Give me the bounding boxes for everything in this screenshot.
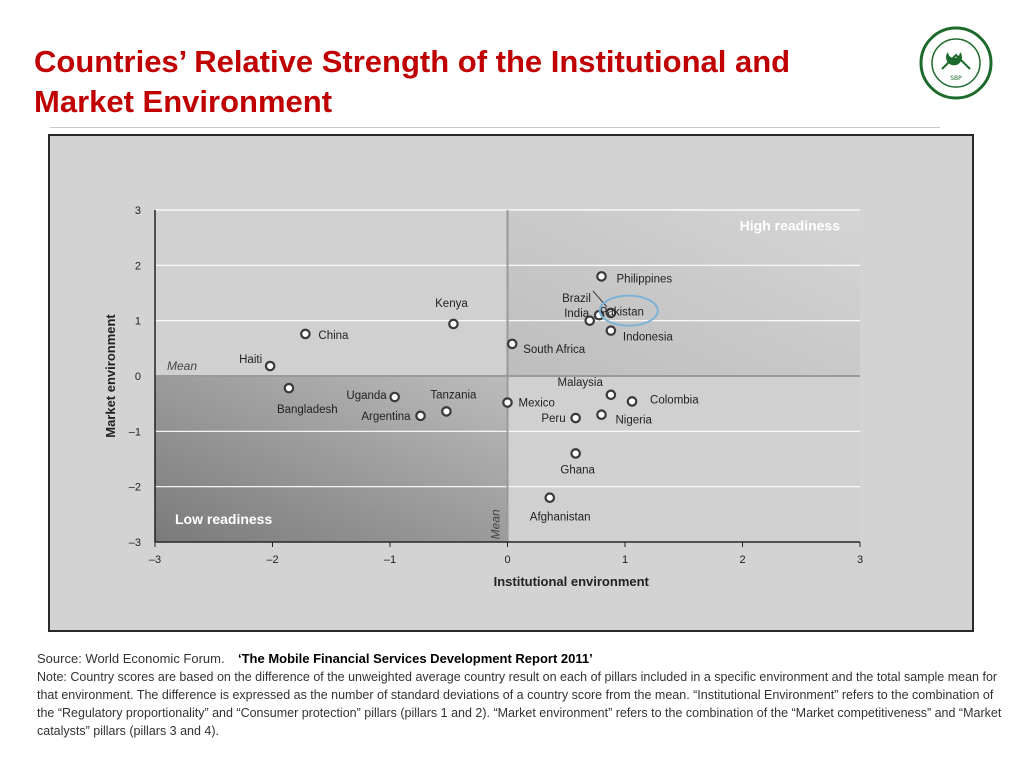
title-divider — [50, 127, 940, 128]
point-marker — [441, 406, 452, 417]
y-tick-label: –3 — [129, 537, 141, 549]
x-tick-label: –3 — [149, 554, 161, 566]
point-marker — [605, 389, 617, 401]
point-marker — [605, 325, 617, 336]
data-point-kenya: Kenya — [435, 298, 468, 330]
x-tick-label: 2 — [739, 554, 745, 566]
scatter-chart: –3 –2 –1 0 1 2 3 3 2 1 0 –1 –2 –3 Institutional enviro… — [103, 205, 863, 589]
low-readiness-region — [155, 376, 508, 542]
chart-frame: –3 –2 –1 0 1 2 3 3 2 1 0 –1 –2 –3 Institutional enviro… — [48, 134, 974, 632]
data-point-south-africa: South Africa — [506, 338, 586, 356]
y-tick-label: 1 — [135, 316, 141, 328]
data-point-indonesia: Indonesia — [605, 325, 673, 344]
data-point-china: China — [300, 328, 349, 342]
point-marker — [605, 307, 617, 319]
point-label: Ghana — [560, 464, 595, 476]
data-point-argentina: Argentina — [361, 410, 426, 423]
x-tick-label: –2 — [266, 554, 278, 566]
data-point-colombia: Colombia — [626, 394, 699, 407]
point-marker — [596, 409, 607, 421]
y-tick-label: 0 — [135, 371, 141, 383]
data-point-ghana: Ghana — [560, 448, 596, 476]
point-marker — [264, 360, 276, 372]
point-marker — [300, 328, 311, 340]
point-label: Philippines — [617, 273, 673, 285]
svg-text:SBP: SBP — [950, 75, 962, 82]
data-point-bangladesh: Bangladesh — [277, 382, 338, 416]
point-label: Uganda — [346, 390, 387, 402]
source-report-title: ‘The Mobile Financial Services Developme… — [238, 651, 593, 666]
brazil-leader-line — [592, 290, 608, 308]
point-marker — [570, 448, 581, 459]
data-point-tanzania: Tanzania — [430, 389, 477, 417]
y-tick-label: 3 — [135, 205, 141, 217]
page-title: Countries’ Relative Strength of the Inst… — [34, 44, 791, 119]
point-label: Bangladesh — [277, 404, 338, 416]
point-label: Colombia — [650, 394, 699, 406]
mean-label-vertical: Mean — [489, 509, 503, 539]
point-marker — [544, 492, 556, 504]
point-label: Malaysia — [558, 377, 604, 389]
point-label: Peru — [541, 413, 565, 425]
source-label: Source: World Economic Forum. — [37, 651, 225, 666]
y-tick-label: –2 — [129, 482, 141, 494]
x-axis-title: Institutional environment — [494, 574, 650, 589]
x-tick-label: 1 — [622, 554, 628, 566]
point-marker — [415, 410, 426, 422]
point-marker — [283, 382, 295, 394]
point-label: Haiti — [239, 354, 262, 366]
data-point-peru: Peru — [541, 412, 581, 425]
point-label: India — [564, 308, 590, 320]
point-marker — [389, 391, 400, 403]
data-point-nigeria: Nigeria — [596, 409, 653, 427]
x-tick-label: 0 — [504, 554, 510, 566]
point-marker — [584, 315, 596, 326]
data-point-uganda: Uganda — [346, 390, 400, 403]
data-point-haiti: Haiti — [239, 354, 276, 372]
point-label: Tanzania — [430, 389, 477, 401]
data-point-pakistan: Pakistan — [584, 294, 659, 327]
high-readiness-region — [507, 210, 860, 376]
point-marker — [596, 271, 607, 282]
x-tick-label: –1 — [384, 554, 396, 566]
y-tick-label: 2 — [135, 260, 141, 272]
data-point-mexico: Mexico — [502, 397, 555, 410]
point-marker — [626, 396, 638, 407]
y-axis-title: Market environment — [103, 314, 118, 438]
point-label: Nigeria — [616, 415, 653, 427]
point-marker — [502, 397, 513, 408]
point-label: Pakistan — [600, 307, 644, 319]
highlight-ellipse — [598, 294, 659, 327]
y-tick-label: –1 — [129, 426, 141, 438]
point-marker — [448, 318, 459, 330]
point-label: South Africa — [523, 344, 586, 356]
point-label: Argentina — [361, 411, 411, 423]
high-readiness-label: High readiness — [740, 218, 841, 234]
point-label: Afghanistan — [530, 512, 591, 524]
low-readiness-label: Low readiness — [175, 511, 272, 527]
data-point-malaysia: Malaysia — [558, 377, 617, 401]
note-text: Note: Country scores are based on the di… — [37, 670, 1002, 738]
x-tick-label: 3 — [857, 554, 863, 566]
mean-label-horizontal: Mean — [167, 359, 197, 373]
point-label: Mexico — [519, 398, 555, 410]
data-point-philippines: Philippines — [596, 271, 673, 285]
point-label: Kenya — [435, 298, 468, 310]
point-marker — [506, 338, 518, 350]
state-bank-seal-logo: SBP — [919, 26, 993, 100]
data-point-brazil: Brazil — [562, 290, 617, 319]
point-label: Indonesia — [623, 332, 673, 344]
point-marker — [570, 412, 581, 424]
point-label: Brazil — [562, 293, 591, 305]
data-point-afghanistan: Afghanistan — [530, 492, 591, 524]
point-label: China — [318, 330, 349, 342]
